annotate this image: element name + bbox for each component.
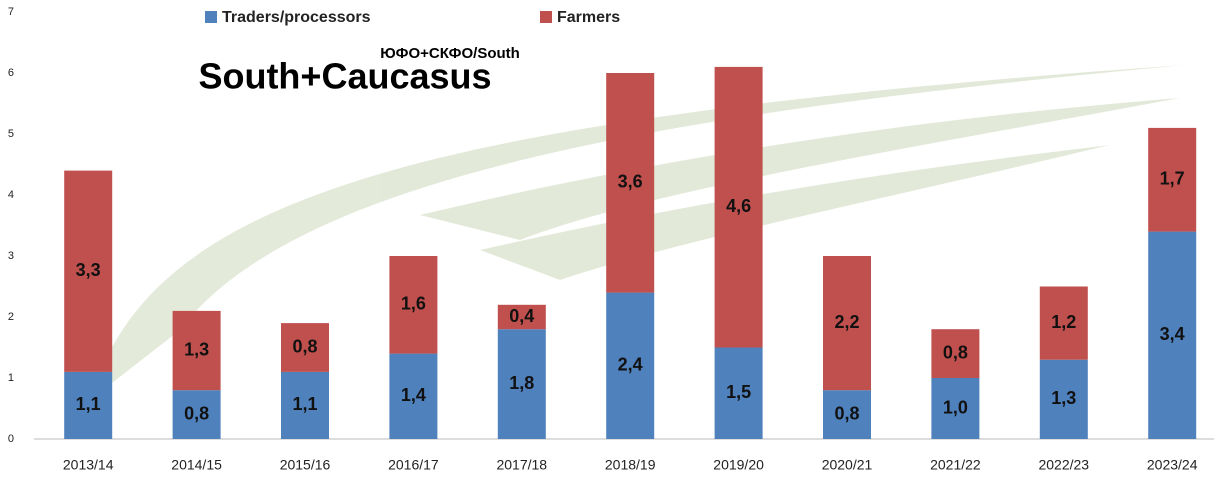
value-label: 1,4: [401, 385, 426, 405]
x-tick-label: 2014/15: [171, 457, 222, 473]
value-label: 0,8: [943, 342, 968, 362]
value-label: 0,4: [509, 306, 534, 326]
x-tick-label: 2018/19: [605, 457, 656, 473]
x-tick-label: 2016/17: [388, 457, 439, 473]
value-label: 1,3: [184, 339, 209, 359]
value-label: 1,8: [509, 373, 534, 393]
value-label: 1,0: [943, 397, 968, 417]
legend-swatch: [540, 11, 552, 23]
x-tick-label: 2022/23: [1038, 457, 1089, 473]
value-label: 3,4: [1160, 324, 1185, 344]
value-label: 4,6: [726, 196, 751, 216]
value-label: 1,5: [726, 382, 751, 402]
value-label: 0,8: [184, 403, 209, 423]
value-label: 1,1: [292, 394, 317, 414]
y-tick-label: 6: [8, 67, 14, 79]
y-tick-label: 2: [8, 311, 14, 323]
value-label: 2,4: [618, 355, 643, 375]
value-label: 2,2: [834, 312, 859, 332]
legend-label: Traders/processors: [222, 9, 371, 26]
value-label: 1,1: [76, 394, 101, 414]
x-tick-label: 2020/21: [822, 457, 873, 473]
value-label: 1,2: [1051, 312, 1076, 332]
value-label: 0,8: [834, 403, 859, 423]
value-label: 3,3: [76, 260, 101, 280]
y-tick-label: 5: [8, 128, 14, 140]
x-tick-label: 2015/16: [280, 457, 331, 473]
legend-label: Farmers: [557, 9, 620, 26]
value-label: 1,3: [1051, 388, 1076, 408]
x-tick-label: 2021/22: [930, 457, 981, 473]
value-label: 3,6: [618, 172, 643, 192]
value-label: 0,8: [292, 336, 317, 356]
x-tick-label: 2017/18: [496, 457, 547, 473]
chart-subtitle: ЮФО+СКФО/South: [380, 45, 520, 62]
legend-swatch: [205, 11, 217, 23]
y-tick-label: 1: [8, 372, 14, 384]
y-tick-label: 4: [8, 189, 14, 201]
value-label: 1,6: [401, 294, 426, 314]
y-tick-label: 3: [8, 250, 14, 262]
value-label: 1,7: [1160, 169, 1185, 189]
x-tick-label: 2019/20: [713, 457, 764, 473]
chart: South+Caucasus ЮФО+СКФО/South 01234567Tr…: [0, 0, 1214, 480]
y-tick-label: 7: [8, 6, 14, 18]
x-tick-label: 2013/14: [63, 457, 114, 473]
x-tick-label: 2023/24: [1147, 457, 1198, 473]
y-tick-label: 0: [8, 433, 14, 445]
